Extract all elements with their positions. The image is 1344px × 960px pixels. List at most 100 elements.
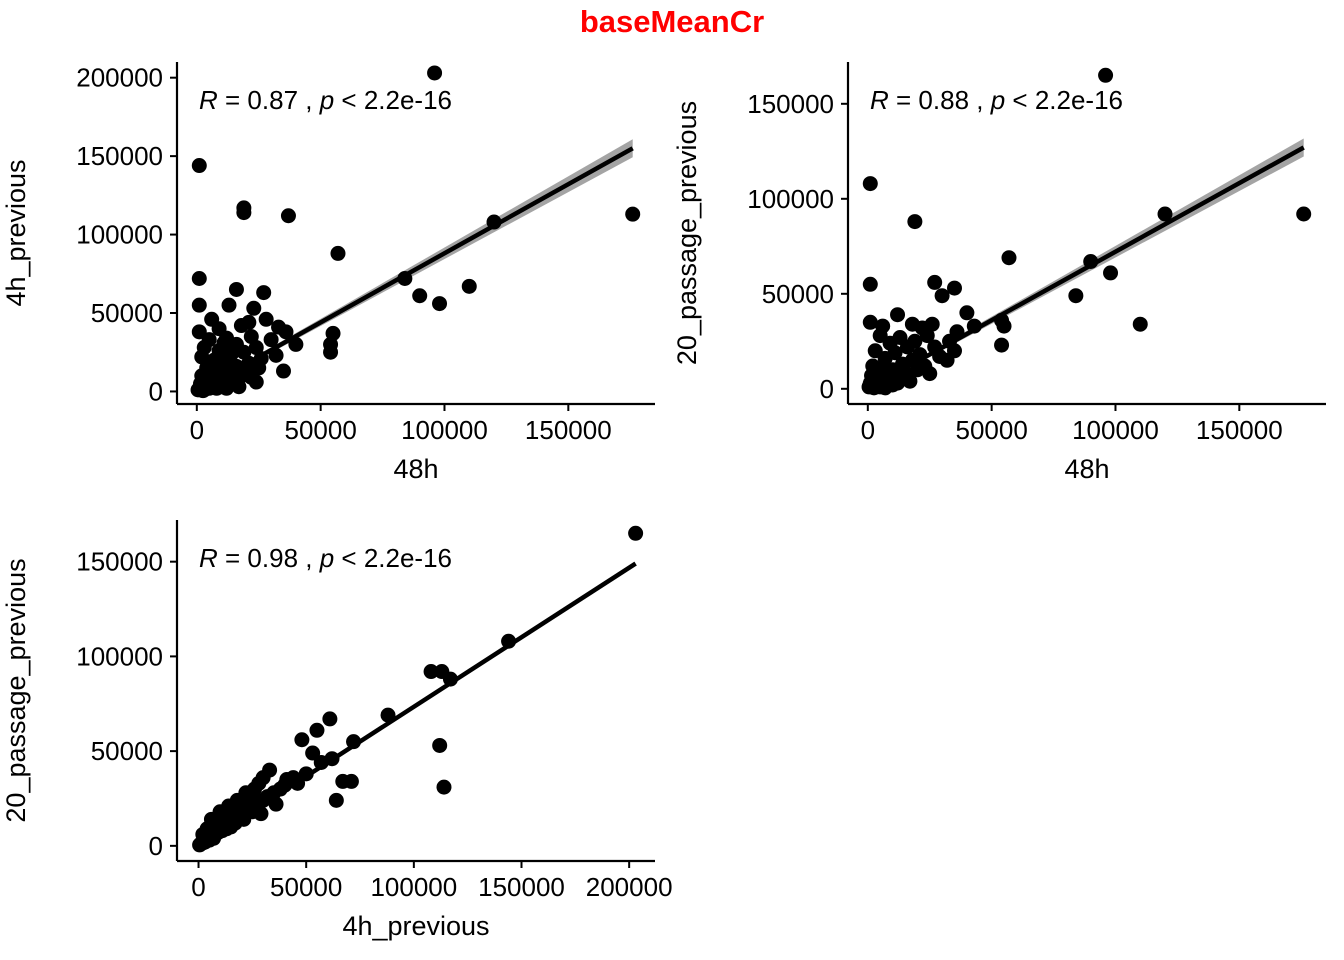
data-point [248, 374, 264, 390]
data-point [253, 806, 269, 822]
data-point [423, 664, 439, 680]
data-point [268, 347, 284, 363]
data-point [436, 779, 452, 795]
data-point [223, 819, 239, 835]
data-point [294, 732, 310, 748]
data-point [278, 324, 294, 340]
x-tick-label: 150000 [525, 415, 612, 445]
data-point [864, 368, 880, 383]
data-point [461, 278, 477, 294]
x-tick-label: 50000 [955, 415, 1027, 445]
data-point [397, 270, 413, 286]
data-point [298, 766, 314, 782]
data-point [932, 349, 948, 364]
x-tick-label: 0 [861, 415, 875, 445]
data-point [1157, 206, 1173, 222]
x-tick-label: 100000 [401, 415, 488, 445]
data-point [219, 330, 235, 346]
x-tick-label: 200000 [586, 872, 673, 902]
y-axis-title: 4h_previous [1, 159, 31, 306]
data-point [288, 336, 304, 352]
data-point [432, 296, 448, 312]
data-point [191, 270, 207, 286]
x-tick-label: 100000 [1072, 415, 1159, 445]
y-tick-label: 100000 [76, 220, 163, 250]
data-point [256, 285, 272, 301]
data-point [866, 380, 882, 396]
y-tick-label: 150000 [76, 547, 163, 577]
data-point [221, 297, 237, 313]
data-point [862, 176, 878, 192]
data-point [882, 371, 898, 387]
data-point [966, 318, 982, 334]
data-point [1083, 254, 1099, 269]
x-tick-label: 150000 [478, 872, 565, 902]
y-tick-label: 0 [820, 374, 834, 404]
x-tick-label: 150000 [1196, 415, 1283, 445]
y-axis-title: 20_passage_previous [672, 101, 702, 365]
correlation-annotation: R = 0.87 , p < 2.2e-16 [199, 85, 452, 115]
x-tick-label: 50000 [270, 872, 342, 902]
data-point [890, 307, 906, 323]
data-point [268, 796, 284, 812]
panel-4h-previous-vs-20-passage-previous: 0 50000 100000 150000 200000 0 50000 100000 1500… [1, 520, 673, 941]
data-point [996, 318, 1012, 334]
correlation-annotation: R = 0.88 , p < 2.2e-16 [870, 85, 1123, 115]
data-point [191, 297, 207, 313]
x-tick-label: 0 [191, 872, 205, 902]
data-point [285, 770, 301, 786]
data-point [322, 711, 338, 727]
data-point [922, 366, 938, 382]
data-point [328, 792, 344, 808]
x-tick-label: 100000 [370, 872, 457, 902]
y-tick-label: 50000 [91, 298, 163, 328]
data-point [324, 751, 340, 767]
data-point [946, 280, 962, 296]
data-point [1132, 316, 1148, 332]
y-tick-label: 200000 [76, 63, 163, 93]
y-tick-label: 0 [149, 831, 163, 861]
data-point [934, 288, 950, 304]
data-point [241, 314, 257, 330]
data-point [501, 633, 517, 649]
data-point [195, 835, 211, 851]
regression-line [195, 146, 634, 394]
data-point [927, 274, 943, 290]
data-point [442, 671, 458, 687]
data-point [236, 205, 252, 221]
x-tick-label: 50000 [284, 415, 356, 445]
data-point [1103, 265, 1119, 281]
y-tick-label: 0 [149, 376, 163, 406]
data-point [1001, 250, 1017, 266]
data-point [862, 276, 878, 292]
data-point [412, 288, 428, 304]
data-point [266, 785, 282, 801]
data-point [191, 158, 207, 174]
x-axis-title: 48h [1064, 454, 1109, 484]
data-point [343, 773, 359, 789]
y-tick-label: 50000 [91, 736, 163, 766]
panel-48h-vs-4h-previous: 0 50000 100000 150000 0 50000 100000 150000 2000… [1, 62, 655, 484]
data-point [231, 379, 247, 395]
data-point [907, 333, 923, 349]
data-point [887, 345, 903, 361]
data-point [380, 707, 396, 723]
data-point [219, 380, 235, 396]
data-point [280, 208, 296, 224]
data-point [924, 316, 940, 332]
x-tick-label: 0 [190, 415, 204, 445]
data-point [305, 745, 321, 761]
data-point [346, 734, 362, 750]
data-point [628, 525, 644, 541]
data-point [907, 214, 923, 230]
data-point [206, 369, 222, 385]
data-point [243, 329, 259, 345]
data-point [959, 305, 975, 321]
x-axis-title: 48h [393, 454, 438, 484]
correlation-annotation: R = 0.98 , p < 2.2e-16 [199, 543, 452, 573]
y-tick-label: 100000 [76, 641, 163, 671]
data-point [994, 337, 1010, 353]
data-point [625, 206, 641, 222]
x-axis-title: 4h_previous [342, 911, 489, 941]
